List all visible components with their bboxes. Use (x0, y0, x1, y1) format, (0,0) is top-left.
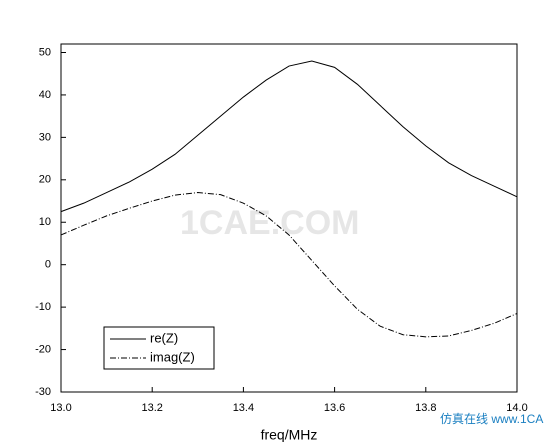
x-axis-label: freq/MHz (261, 427, 318, 442)
series-line (60, 192, 518, 338)
legend-label: imag(Z) (150, 349, 195, 364)
y-tick-label: -30 (35, 386, 51, 398)
series-line (60, 60, 518, 213)
y-tick-label: 0 (45, 259, 51, 271)
legend-label: re(Z) (150, 330, 178, 345)
x-tick-label: 14.0 (506, 402, 527, 414)
x-tick-label: 13.6 (324, 402, 345, 414)
logo: 仿真在线 www.1CAE.com (440, 412, 544, 426)
legend-box (103, 326, 215, 370)
x-tick-label: 13.4 (233, 402, 254, 414)
y-tick-label: -10 (35, 301, 51, 313)
plot-frame (60, 43, 518, 393)
y-tick-label: 30 (39, 131, 51, 143)
y-tick-label: 10 (39, 216, 51, 228)
y-tick-label: -20 (35, 343, 51, 355)
x-tick-label: 13.2 (141, 402, 162, 414)
x-tick-label: 13.8 (415, 402, 436, 414)
y-tick-label: 20 (39, 174, 51, 186)
y-tick-label: 50 (39, 46, 51, 58)
watermark: 1CAE.COM (180, 204, 359, 242)
x-tick-label: 13.0 (50, 402, 71, 414)
y-tick-label: 40 (39, 89, 51, 101)
